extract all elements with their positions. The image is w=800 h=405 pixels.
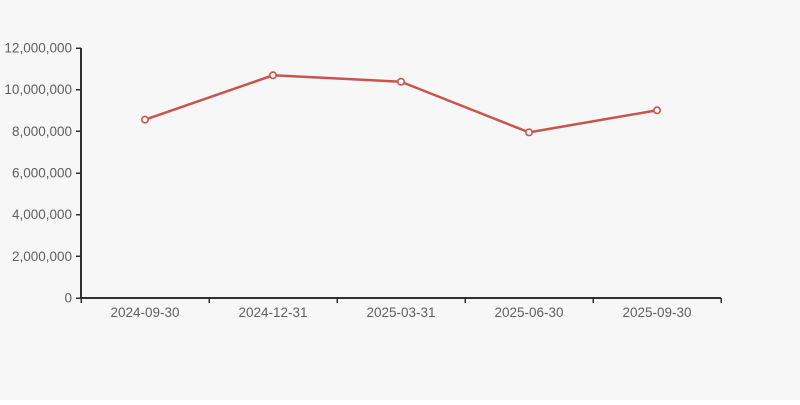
data-point-marker [652,106,661,115]
x-axis-tick-label: 2025-06-30 [494,305,563,320]
y-axis-tick-label: 0 [64,291,72,306]
y-axis-tick-label: 2,000,000 [12,249,72,264]
y-axis-tick-label: 8,000,000 [12,124,72,139]
x-axis-tick-label: 2025-09-30 [622,305,691,320]
data-point-marker [268,71,277,80]
y-axis-tick-label: 10,000,000 [4,82,72,97]
y-axis-tick-label: 4,000,000 [12,207,72,222]
y-axis-tick-label: 6,000,000 [12,166,72,181]
data-point-marker [396,77,405,86]
data-point-marker [524,128,533,137]
x-axis-tick-label: 2024-09-30 [110,305,179,320]
data-point-marker [141,115,150,124]
y-axis-tick-label: 12,000,000 [4,41,72,56]
x-axis-tick-label: 2024-12-31 [238,305,307,320]
x-axis-tick-label: 2025-03-31 [366,305,435,320]
